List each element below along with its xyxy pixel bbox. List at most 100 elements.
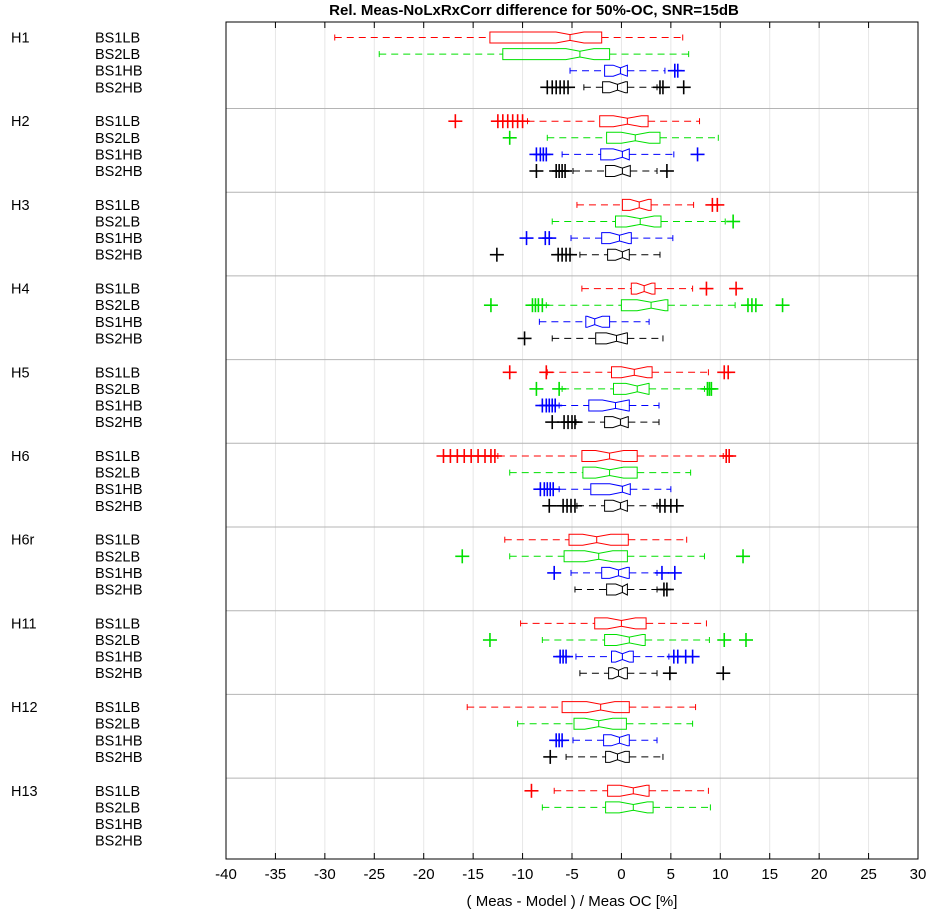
boxplot-h4-bs1hb: [538, 315, 650, 328]
outlier-marker: [667, 565, 682, 580]
outlier-marker: [519, 231, 534, 246]
outlier-marker: [662, 666, 677, 681]
row-label: BS2LB: [95, 466, 140, 482]
boxplot-h6-bs1hb: [533, 482, 672, 497]
box: [604, 634, 646, 646]
x-tick-label: -30: [314, 866, 336, 883]
box: [594, 617, 647, 630]
box: [605, 750, 630, 763]
row-label: BS2LB: [95, 382, 140, 398]
outlier-marker: [699, 281, 714, 296]
group-label: H2: [11, 114, 30, 130]
outlier-marker: [545, 415, 560, 430]
box: [561, 701, 630, 714]
x-tick-label: 25: [860, 866, 877, 883]
x-tick-label: -25: [363, 866, 385, 883]
boxplot-h6r-bs2lb: [455, 549, 751, 564]
group-label: H4: [11, 282, 30, 298]
boxplot-h3-bs2hb: [489, 247, 661, 262]
outlier-marker: [685, 649, 700, 664]
boxplot-h4-bs2hb: [517, 331, 664, 346]
x-axis-label: ( Meas - Model ) / Meas OC [%]: [467, 893, 678, 910]
outlier-marker: [670, 63, 685, 78]
outlier-marker: [529, 381, 544, 396]
row-label: BS2HB: [95, 750, 143, 766]
outlier-marker: [729, 281, 744, 296]
outlier-marker: [722, 449, 737, 463]
outlier-marker: [721, 365, 736, 380]
outlier-marker: [529, 164, 544, 178]
x-tick-label: -40: [215, 866, 237, 883]
row-label: BS1LB: [95, 114, 140, 130]
x-tick-label: 30: [910, 866, 927, 883]
outlier-marker: [654, 565, 669, 580]
row-label: BS2LB: [95, 215, 140, 231]
outlier-marker: [567, 498, 582, 513]
boxplot-h3-bs2lb: [551, 214, 741, 229]
x-tick-label: -35: [265, 866, 287, 883]
boxplot-h12-bs1lb: [466, 701, 697, 714]
outlier-marker: [558, 164, 573, 178]
outlier-marker: [563, 247, 578, 262]
boxplot-h12-bs2hb: [543, 749, 664, 764]
row-label: BS1LB: [95, 700, 140, 716]
boxplot-h6-bs2lb: [509, 466, 692, 479]
boxplot-h5-bs2hb: [545, 415, 660, 430]
outlier-marker: [502, 130, 517, 145]
boxplot-h12-bs1hb: [549, 733, 658, 748]
boxplot-h13-bs2lb: [541, 801, 711, 814]
outlier-marker: [559, 649, 574, 664]
row-label: BS2HB: [95, 583, 143, 599]
outlier-marker: [539, 147, 554, 162]
box-plots: [334, 31, 790, 814]
outlier-marker: [455, 549, 470, 564]
outlier-marker: [710, 197, 725, 212]
box: [603, 734, 630, 747]
x-tick-label: -10: [512, 866, 534, 883]
outlier-marker: [539, 365, 554, 380]
outlier-marker: [542, 498, 557, 513]
boxplot-h12-bs2lb: [517, 717, 694, 730]
outlier-marker: [547, 565, 562, 580]
box: [601, 232, 632, 245]
outlier-marker: [561, 80, 576, 95]
outlier-marker: [515, 114, 530, 129]
outlier-marker: [690, 147, 705, 162]
boxplot-h4-bs2lb: [483, 298, 790, 313]
outlier-marker: [717, 633, 732, 647]
row-label: BS2LB: [95, 717, 140, 733]
outlier-marker: [448, 114, 463, 129]
boxplot-h11-bs2hb: [579, 666, 731, 681]
outlier-marker: [535, 298, 550, 313]
row-label: BS1LB: [95, 198, 140, 214]
box: [607, 248, 630, 261]
row-label: BS1HB: [95, 650, 143, 666]
boxplot-h13-bs1lb: [524, 783, 709, 798]
box: [620, 299, 669, 312]
row-label: BS1HB: [95, 817, 143, 833]
boxplot-h3-bs1lb: [576, 197, 725, 212]
group-label: H12: [11, 700, 38, 716]
boxplot-h1-bs1hb: [569, 63, 685, 78]
box: [581, 450, 638, 462]
outlier-marker: [775, 298, 790, 313]
row-label: BS2HB: [95, 834, 143, 850]
boxplot-h6-bs1lb: [436, 449, 737, 463]
row-label: BS2HB: [95, 499, 143, 515]
box: [590, 483, 631, 496]
box: [568, 533, 629, 546]
outlier-marker: [483, 298, 498, 313]
outlier-marker: [659, 164, 674, 178]
x-tick-label: 20: [811, 866, 828, 883]
box: [613, 382, 650, 395]
box: [599, 115, 649, 128]
box: [605, 801, 654, 814]
boxplot-h11-bs1lb: [520, 617, 707, 630]
boxplot-h4-bs1lb: [581, 281, 744, 296]
group-separators: [226, 108, 918, 779]
row-label: BS1HB: [95, 733, 143, 749]
row-label: BS2HB: [95, 164, 143, 180]
box: [621, 198, 652, 211]
row-label: BS2HB: [95, 415, 143, 431]
